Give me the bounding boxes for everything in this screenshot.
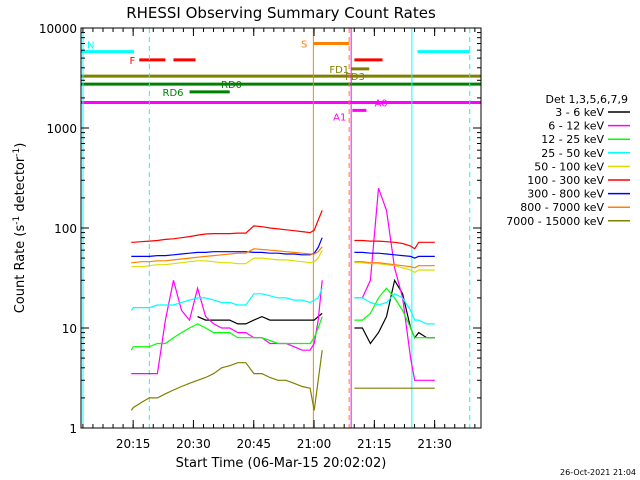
series-lines [130,187,435,411]
series-line-2 [130,287,435,351]
x-tick-label-4: 21:15 [357,437,392,451]
legend-label-3: 25 - 50 keV [541,147,604,160]
y-axis-label-middle: detector [13,156,28,216]
series-line-5 [131,210,435,250]
legend-label-6: 300 - 800 keV [527,188,604,201]
legend-label-5: 100 - 300 keV [527,174,604,187]
x-tick-label-1: 20:30 [176,437,211,451]
flag-label-a0: A0 [374,98,387,109]
legend-label-7: 800 - 7000 keV [520,201,604,214]
y-tick-label-1: 10 [62,322,77,336]
y-axis-label: Count Rate (s-1 detector-1) [12,143,28,314]
legend-title: Det 1,3,5,6,7,9 [545,93,628,106]
x-tick-label-5: 21:30 [417,437,452,451]
y-tick-label-4: 10000 [39,22,77,36]
series-line-0 [197,278,435,345]
y-axis-label-end: ) [13,143,28,148]
legend-label-2: 12 - 25 keV [541,133,604,146]
x-tick-label-0: 20:15 [116,437,151,451]
y-tick-label-3: 1000 [46,122,77,136]
timestamp: 26-Oct-2021 21:04 [560,468,636,477]
flag-label-n: N [87,41,94,52]
x-axis-label: Start Time (06-Mar-15 20:02:02) [176,456,387,471]
flag-label-a1: A1 [333,112,346,123]
legend-label-8: 7000 - 15000 keV [506,215,604,228]
legend-label-4: 50 - 100 keV [534,160,604,173]
series-line-1 [131,187,435,381]
chart-title: RHESSI Observing Summary Count Rates [126,4,436,22]
flag-label-f: F [130,56,136,67]
series-line-7 [131,246,435,269]
x-tick-label-3: 21:00 [297,437,332,451]
flag-label-fd3: FD3 [345,72,365,83]
legend-label-1: 6 - 12 keV [548,120,604,133]
flag-label-fd1: FD1 [329,65,349,76]
axis-ticks: 1 10 100 1000 10000 20:15 20:30 20:45 21:00 21:15… [39,22,481,451]
legend-label-0: 3 - 6 keV [555,106,604,119]
flag-label-rd0: RD0 [221,80,242,91]
series-line-8 [130,350,435,411]
series-line-3 [130,287,435,325]
series-line-6 [131,237,435,259]
y-tick-label-0: 1 [69,422,77,436]
y-axis-label-text: Count Rate (s [13,225,28,314]
flag-label-rd6: RD6 [163,88,184,99]
flag-label-s: S [301,39,307,50]
y-axis-label-exponent-2: -1 [12,148,22,157]
x-tick-label-2: 20:45 [236,437,271,451]
series-line-4 [131,249,435,274]
y-tick-label-2: 100 [54,222,77,236]
y-axis-label-exponent: -1 [12,216,22,225]
